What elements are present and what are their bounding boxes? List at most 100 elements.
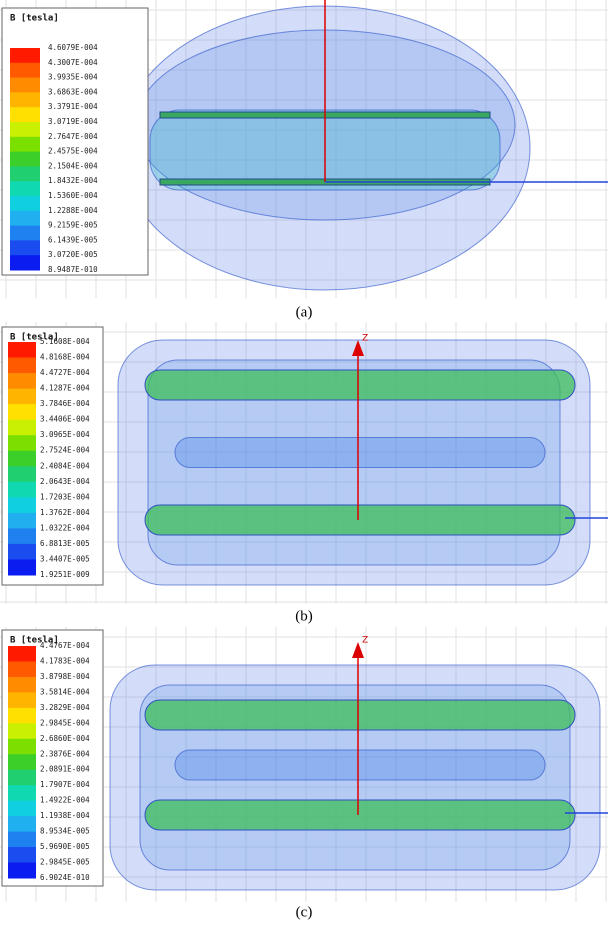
legend-label: 3.4407E-005 [40, 554, 90, 563]
legend-swatch [10, 181, 40, 197]
legend-swatch [8, 738, 36, 755]
legend-label: 4.1783E-004 [40, 656, 90, 665]
legend-label: 1.7907E-004 [40, 780, 90, 789]
legend-label: 1.0322E-004 [40, 523, 90, 532]
legend-swatch [8, 435, 36, 452]
legend-label: 1.7203E-004 [40, 492, 90, 501]
legend-swatch [10, 48, 40, 64]
legend-swatch [10, 196, 40, 212]
legend-swatch [8, 707, 36, 724]
legend-swatch [10, 255, 40, 271]
legend-swatch [8, 512, 36, 529]
legend-swatch [10, 240, 40, 256]
coil [144, 699, 576, 731]
coil-body [174, 749, 546, 781]
caption: (c) [296, 904, 313, 920]
legend-label: 5.9690E-005 [40, 842, 90, 851]
legend-swatch [8, 404, 36, 421]
legend-label: 2.7647E-004 [48, 132, 98, 141]
legend-swatch [8, 481, 36, 498]
legend-swatch [8, 723, 36, 740]
legend-swatch [8, 543, 36, 560]
legend-label: 8.9534E-005 [40, 827, 90, 836]
legend-swatch [8, 769, 36, 786]
legend-swatch [8, 559, 36, 576]
caption: (b) [295, 608, 313, 624]
legend-swatch [10, 136, 40, 153]
legend-label: 2.9845E-004 [40, 718, 90, 727]
legend-swatch [8, 800, 36, 817]
legend-label: 4.4767E-004 [40, 641, 90, 650]
legend-swatch [10, 166, 40, 182]
legend-swatch [8, 661, 36, 678]
legend-label: 2.1504E-004 [48, 161, 98, 170]
legend-label: 4.4727E-004 [40, 368, 90, 377]
legend-swatch [8, 692, 36, 709]
legend-swatch [10, 107, 40, 123]
legend-swatch [8, 357, 36, 374]
legend-label: 1.3762E-004 [40, 508, 90, 517]
coil [144, 799, 576, 831]
legend-label: 3.4406E-004 [40, 415, 90, 424]
legend-label: 2.6860E-004 [40, 734, 90, 743]
legend-label: 6.1439E-005 [48, 235, 98, 244]
coil [144, 504, 576, 536]
coil [144, 369, 576, 401]
legend-label: 3.7846E-004 [40, 399, 90, 408]
legend-label: 3.5814E-004 [40, 687, 90, 696]
legend-swatch [8, 754, 36, 771]
legend-label: 2.3876E-004 [40, 749, 90, 758]
legend-swatch [8, 450, 36, 467]
axis-label: Z [362, 636, 368, 646]
legend-label: 3.0719E-004 [48, 117, 98, 126]
legend-label: 3.0965E-004 [40, 430, 90, 439]
legend-swatch [8, 831, 36, 848]
legend-label: 3.3791E-004 [48, 102, 98, 111]
legend-label: 1.8432E-004 [48, 176, 98, 185]
legend-title: B [tesla] [10, 333, 59, 343]
legend-title: B [tesla] [10, 14, 59, 24]
legend-label: 3.8798E-004 [40, 672, 90, 681]
legend-swatch [8, 388, 36, 405]
legend-label: 6.8813E-005 [40, 539, 90, 548]
legend-label: 2.9845E-005 [40, 858, 90, 867]
legend-swatch [8, 862, 36, 879]
legend-label: 2.0643E-004 [40, 477, 90, 486]
legend-label: 4.1287E-004 [40, 384, 90, 393]
axis-arrow [352, 340, 364, 356]
legend-swatch [8, 373, 36, 390]
legend-label: 9.2159E-005 [48, 221, 98, 230]
legend-swatch [10, 62, 40, 79]
legend-swatch [8, 466, 36, 483]
legend-label: 3.0720E-005 [48, 250, 98, 259]
legend-label: 3.9935E-004 [48, 73, 98, 82]
legend-label: 1.4922E-004 [40, 796, 90, 805]
legend-swatch [10, 225, 40, 241]
legend-swatch [8, 816, 36, 833]
axis-label: Z [362, 334, 368, 344]
legend-label: 4.8168E-004 [40, 353, 90, 362]
coil-body [174, 437, 546, 468]
legend-label: 1.5360E-004 [48, 191, 98, 200]
legend-label: 1.2288E-004 [48, 206, 98, 215]
legend-swatch [8, 419, 36, 436]
legend-label: 5.1608E-004 [40, 337, 90, 346]
legend-label: 3.2829E-004 [40, 703, 90, 712]
legend-swatch [10, 210, 40, 227]
legend-label: 4.6079E-004 [48, 43, 98, 52]
legend-title: B [tesla] [10, 636, 59, 646]
legend-swatch [8, 528, 36, 545]
legend-swatch [10, 151, 40, 167]
legend-label: 2.4575E-004 [48, 147, 98, 156]
legend-swatch [10, 92, 40, 108]
caption: (a) [296, 304, 313, 320]
legend-label: 2.7524E-004 [40, 446, 90, 455]
legend-swatch [8, 785, 36, 802]
legend-swatch [8, 646, 36, 662]
legend-label: 4.3007E-004 [48, 58, 98, 67]
legend-label: 3.6863E-004 [48, 87, 98, 96]
legend-label: 1.9251E-009 [40, 570, 90, 579]
legend-swatch [10, 77, 40, 93]
